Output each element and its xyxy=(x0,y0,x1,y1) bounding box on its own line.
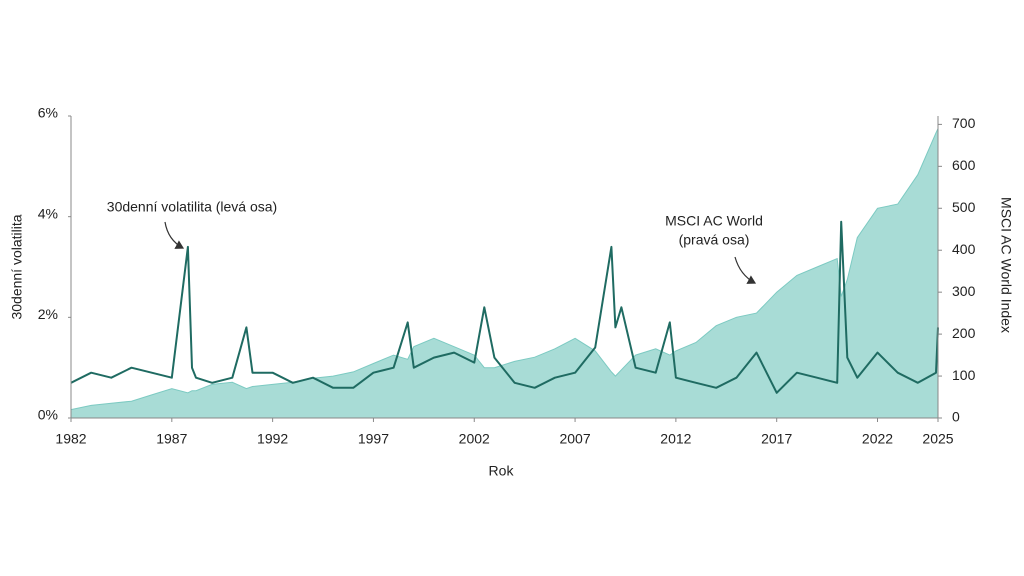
y2-tick-label: 300 xyxy=(952,283,976,299)
x-tick-label: 2022 xyxy=(862,431,893,447)
y-axis-label: 30denní volatilita xyxy=(9,214,25,319)
annotation-arrow xyxy=(734,256,757,284)
x-tick-label: 2002 xyxy=(459,431,490,447)
x-tick-label: 2025 xyxy=(922,431,953,447)
annotation: (pravá osa) xyxy=(679,232,750,248)
line xyxy=(70,220,939,394)
y2-tick-label: 500 xyxy=(952,199,976,215)
y2-tick-label: 100 xyxy=(952,367,976,383)
x-tick-label: 2017 xyxy=(761,431,792,447)
y-tick-label: 0% xyxy=(38,407,58,423)
y2-tick-label: 200 xyxy=(952,325,976,341)
y2-tick-label: 400 xyxy=(952,241,976,257)
x-tick-label: 1982 xyxy=(55,431,86,447)
x-tick-label: 1987 xyxy=(156,431,187,447)
x-tick-label: 1997 xyxy=(358,431,389,447)
y2-tick-label: 0 xyxy=(952,409,960,425)
y-tick-label: 6% xyxy=(38,105,58,121)
x-tick-label: 2012 xyxy=(660,431,691,447)
y2-tick-label: 700 xyxy=(952,115,976,131)
y-tick-label: 4% xyxy=(38,205,58,221)
x-axis-label: Rok xyxy=(489,463,515,479)
annotation: 30denní volatilita (levá osa) xyxy=(107,199,277,215)
x-tick-label: 2007 xyxy=(559,431,590,447)
annotation: MSCI AC World xyxy=(665,213,763,229)
y-tick-label: 2% xyxy=(38,306,58,322)
y2-axis-label: MSCI AC World Index xyxy=(998,197,1014,333)
annotation-arrow xyxy=(164,221,185,249)
x-tick-label: 1992 xyxy=(257,431,288,447)
y2-tick-label: 600 xyxy=(952,157,976,173)
